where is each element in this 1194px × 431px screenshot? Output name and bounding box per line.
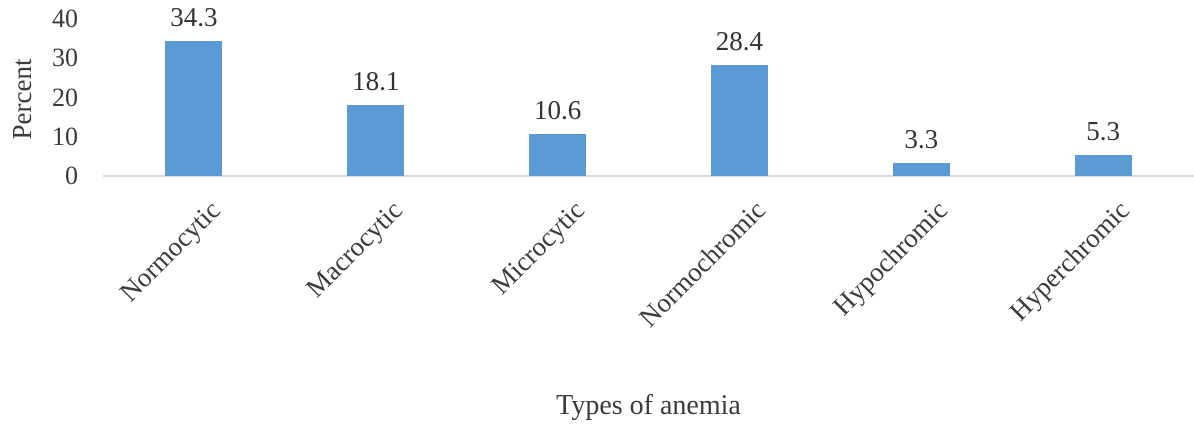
bar <box>529 134 587 176</box>
category-label: Normochromic <box>633 194 772 333</box>
bar <box>165 41 223 176</box>
y-tick-label: 40 <box>52 4 78 33</box>
bar <box>1074 155 1132 176</box>
bar-value-label: 18.1 <box>352 65 400 96</box>
y-tick-label: 30 <box>52 43 78 73</box>
x-axis-line <box>103 175 1194 177</box>
category-label: Hypochromic <box>826 194 954 321</box>
category-label: Macrocytic <box>299 194 408 303</box>
category-label: Normocytic <box>113 194 226 308</box>
category-label: Microcytic <box>484 194 590 300</box>
bar <box>710 64 768 176</box>
y-tick-label: 10 <box>52 121 78 151</box>
bar <box>892 163 950 176</box>
bar-value-label: 3.3 <box>904 124 939 155</box>
bar-value-label: 5.3 <box>1086 116 1120 147</box>
category-label: Hyperchromic <box>1003 194 1135 327</box>
x-axis-title: Types of anemia <box>556 390 741 421</box>
bar-value-label: 28.4 <box>715 25 764 56</box>
y-tick-label: 0 <box>65 161 78 190</box>
bar-value-label: 10.6 <box>533 95 582 126</box>
bar-value-label: 34.3 <box>170 2 218 33</box>
y-tick-label: 20 <box>52 82 78 112</box>
bar <box>347 104 405 176</box>
